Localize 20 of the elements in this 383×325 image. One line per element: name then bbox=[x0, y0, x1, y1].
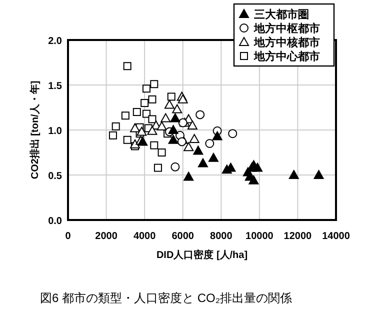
x-tick-label: 8000 bbox=[210, 231, 233, 242]
legend-label: 地方中心都市 bbox=[253, 50, 320, 63]
x-tick-label: 6000 bbox=[172, 231, 194, 242]
y-axis-title: CO2排出 [ton/人・年] bbox=[29, 80, 41, 180]
x-tick-label: 12000 bbox=[284, 231, 312, 242]
x-tick-label: 14000 bbox=[322, 231, 350, 242]
y-tick-label: 2.0 bbox=[48, 36, 62, 47]
text: 図6 都市の類型・人口密度と CO₂排出量の関係 bbox=[40, 291, 292, 305]
x-tick-label: 2000 bbox=[95, 231, 118, 242]
legend-label: 三大都市圏 bbox=[254, 8, 309, 21]
y-tick-label: 1.0 bbox=[48, 126, 62, 137]
legend-label: 地方中核都市 bbox=[253, 36, 320, 49]
y-tick-label: 0.5 bbox=[48, 171, 62, 182]
legend-label: 地方中枢都市 bbox=[253, 22, 320, 35]
y-tick-label: 1.5 bbox=[48, 81, 62, 92]
x-tick-label: 10000 bbox=[246, 231, 274, 242]
x-tick-label: 4000 bbox=[133, 231, 156, 242]
y-tick-label: 0.0 bbox=[48, 216, 62, 227]
x-tick-label: 0 bbox=[65, 231, 72, 242]
x-axis-title: DID人口密度 [人/ha] bbox=[156, 249, 248, 261]
